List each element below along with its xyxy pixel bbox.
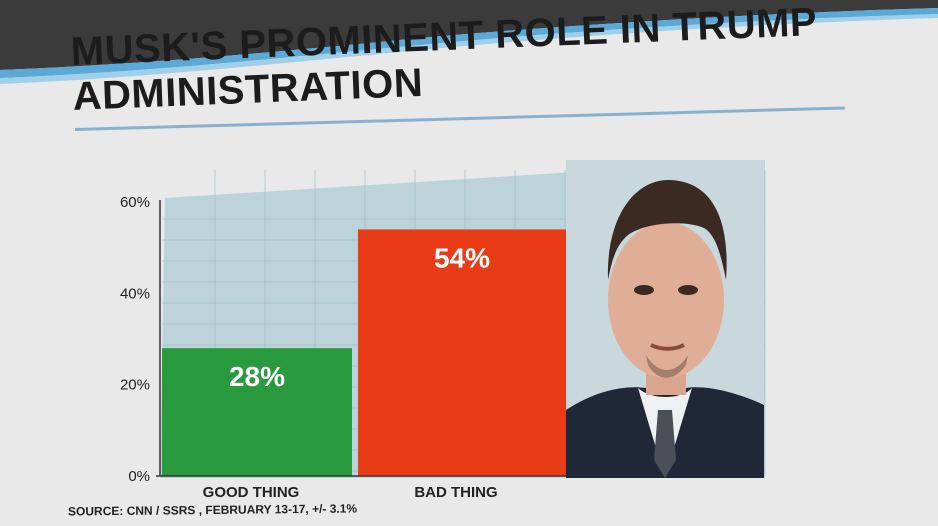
x-category-label: BAD THING <box>414 484 497 501</box>
header-band <box>0 0 938 84</box>
y-tick-label: 0% <box>128 468 150 485</box>
bar-value-label: 54% <box>434 242 490 273</box>
bar-bad-thing <box>358 229 566 476</box>
bar-good-thing <box>162 348 352 476</box>
bar-value-label: 28% <box>229 361 285 392</box>
y-tick-label: 60% <box>120 194 150 211</box>
person-photo <box>566 160 764 478</box>
x-category-label: GOOD THING <box>203 484 300 501</box>
y-tick-label: 20% <box>120 377 150 394</box>
y-tick-label: 40% <box>120 285 150 302</box>
axis-group: 0% 20% 40% 60% GOOD THING BAD THING <box>120 194 566 501</box>
bars-group: 28% 54% <box>162 229 566 476</box>
